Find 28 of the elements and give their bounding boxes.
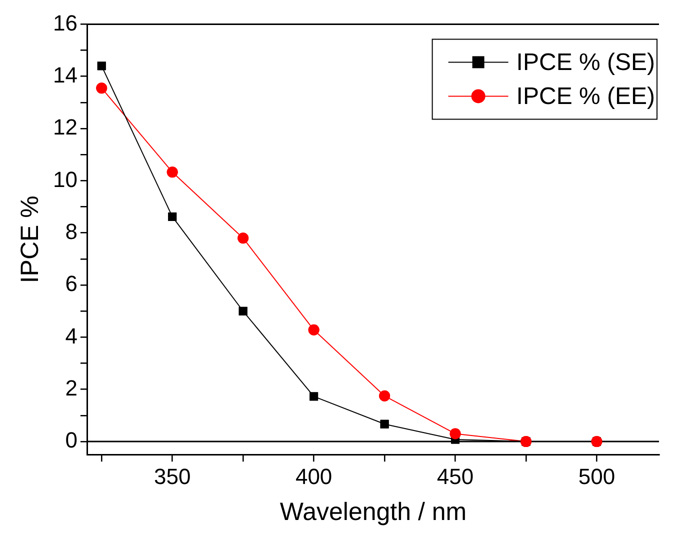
legend-label: IPCE % (EE) xyxy=(516,82,656,110)
y-axis-title: IPCE % xyxy=(16,196,44,284)
x-axis-title: Wavelength / nm xyxy=(280,498,467,526)
x-tick-label: 450 xyxy=(436,464,474,489)
point xyxy=(238,232,249,244)
x-tick-label: 500 xyxy=(578,464,616,489)
y-tick-label: 10 xyxy=(52,166,78,192)
point xyxy=(97,62,106,70)
y-tick-label: 12 xyxy=(52,114,78,140)
y-tick-label: 8 xyxy=(65,218,78,244)
point xyxy=(310,392,318,401)
point xyxy=(379,390,390,402)
point xyxy=(380,420,389,428)
point xyxy=(166,166,178,178)
legend-label: IPCE % (SE) xyxy=(516,48,656,76)
y-tick-label: 4 xyxy=(65,323,78,348)
y-tick-label: 16 xyxy=(52,10,78,36)
y-tick-label: 14 xyxy=(52,62,78,88)
point xyxy=(96,82,108,94)
y-tick-label: 0 xyxy=(65,428,78,453)
point xyxy=(308,324,320,336)
point xyxy=(238,306,248,316)
point xyxy=(450,428,461,440)
x-tick-label: 400 xyxy=(295,464,332,489)
y-tick-label: 6 xyxy=(65,271,78,296)
x-tick-label: 350 xyxy=(154,464,191,489)
y-tick-label: 2 xyxy=(65,375,78,400)
point xyxy=(168,212,177,221)
